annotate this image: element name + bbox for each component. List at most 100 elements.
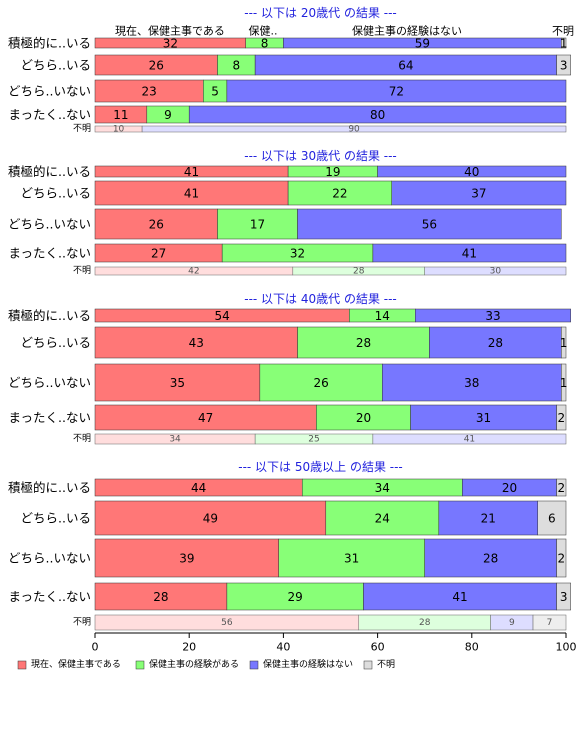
- bar-value-label: 20: [502, 481, 517, 495]
- bar-segment-unknown: [424, 266, 567, 276]
- legend-label: 保健主事の経験はない: [263, 658, 353, 670]
- bar-segment: [94, 538, 279, 578]
- bar-segment-unknown: [372, 433, 567, 445]
- bar-value-label: 31: [344, 552, 359, 566]
- bar-segment: [429, 326, 562, 359]
- row-label: 積極的に..いる: [8, 164, 91, 179]
- row-label: どちら..いない: [8, 375, 91, 390]
- bar-row: どちら..いる 26 8 64 3: [21, 54, 571, 76]
- bar-value-label: 56: [422, 218, 437, 232]
- bar-row: 積極的に..いる 32 8 59 1: [8, 36, 567, 51]
- legend-entry: 保健主事の経験がある: [135, 658, 239, 670]
- bar-segment: [556, 538, 567, 578]
- legend-label: 保健主事の経験がある: [149, 658, 239, 670]
- bar-value-label: 8: [232, 59, 240, 73]
- bar-value-label: 26: [149, 218, 164, 232]
- bar-value-label: 28: [356, 336, 371, 350]
- row-label: まったく..ない: [9, 246, 91, 261]
- bar-value-label: 72: [389, 85, 404, 99]
- bar-segment: [259, 363, 383, 402]
- bar-value-label: 28: [153, 590, 168, 604]
- bar-value-label: 29: [288, 590, 303, 604]
- bar-segment: [297, 208, 562, 240]
- bar-segment: [94, 582, 228, 611]
- bar-value-label: 17: [250, 218, 265, 232]
- bar-value-label: 19: [325, 165, 340, 179]
- bar-row: 積極的に..いる 44 34 20 2: [8, 478, 567, 497]
- bar-segment: [556, 404, 567, 431]
- bar-row: どちら..いる 43 28 28 1: [21, 326, 568, 359]
- legend-swatch: [17, 660, 27, 670]
- row-label-unknown: 不明: [73, 617, 91, 628]
- bar-value-label: 49: [203, 512, 218, 526]
- bar-row: まったく..ない 47 20 31 2: [9, 404, 567, 431]
- bar-segment: [372, 243, 567, 263]
- column-header: 不明: [552, 25, 574, 38]
- bar-value-label-unknown: 90: [348, 125, 360, 135]
- bar-segment: [94, 363, 261, 402]
- bar-value-label: 2: [557, 552, 565, 566]
- bar-segment: [297, 326, 430, 359]
- bar-value-label: 1: [560, 336, 568, 350]
- row-label: 積極的に..いる: [8, 36, 91, 51]
- bar-segment: [94, 326, 298, 359]
- unknown-row: 不明 34 25 41: [73, 433, 567, 445]
- bar-segment: [410, 404, 557, 431]
- bar-value-label: 41: [452, 590, 467, 604]
- bar-value-label: 11: [113, 108, 128, 122]
- bar-segment: [278, 538, 425, 578]
- bar-segment: [438, 500, 538, 536]
- row-label: どちら..いない: [8, 84, 91, 99]
- bar-segment: [94, 180, 289, 206]
- bar-value-label: 37: [471, 187, 486, 201]
- bar-value-label: 28: [488, 336, 503, 350]
- legend-swatch: [249, 660, 259, 670]
- bar-value-label: 59: [415, 37, 430, 51]
- bar-value-label: 2: [557, 481, 565, 495]
- bar-segment: [94, 500, 327, 536]
- bar-value-label: 33: [485, 309, 500, 323]
- bar-value-label: 21: [481, 512, 496, 526]
- bar-segment: [556, 54, 571, 76]
- bar-value-label-unknown: 28: [419, 618, 431, 628]
- bar-row: どちら..いる 41 22 37: [21, 180, 567, 206]
- panel-3: --- 以下は 40歳代 の結果 --- 積極的に..いる 54 14 33 どちら..い…: [8, 292, 571, 445]
- column-header: 現在、保健主事である: [115, 24, 225, 38]
- bar-value-label-unknown: 30: [490, 267, 502, 277]
- bar-segment-unknown: [141, 125, 567, 133]
- row-label-unknown: 不明: [73, 265, 91, 276]
- bar-value-label: 44: [191, 481, 206, 495]
- panel-2: --- 以下は 30歳代 の結果 ---積極的に..いる 41 19 40どちら..い…: [8, 149, 567, 277]
- bar-segment: [188, 105, 567, 124]
- bar-segment: [316, 404, 411, 431]
- panel-title: --- 以下は 50歳以上 の結果 ---: [238, 460, 403, 474]
- bar-value-label: 41: [462, 247, 477, 261]
- unknown-row: 不明 42 28 30: [73, 265, 567, 277]
- legend-label: 不明: [377, 659, 395, 670]
- bar-value-label: 1: [560, 37, 568, 51]
- bar-segment: [226, 582, 364, 611]
- legend-swatch: [363, 660, 373, 670]
- row-label: どちら..いる: [21, 335, 91, 350]
- bar-value-label: 14: [375, 309, 390, 323]
- bar-value-label: 22: [332, 187, 347, 201]
- bar-value-label: 80: [370, 108, 385, 122]
- bar-value-label: 8: [261, 37, 269, 51]
- bar-segment: [561, 326, 567, 359]
- bar-value-label-unknown: 7: [547, 618, 553, 628]
- bar-value-label: 47: [198, 411, 213, 425]
- row-label: どちら..いる: [21, 511, 91, 526]
- unknown-row: 不明 10 90: [73, 123, 567, 135]
- bar-value-label: 9: [164, 108, 172, 122]
- panel-title: --- 以下は 40歳代 の結果 ---: [244, 292, 397, 306]
- row-label: どちら..いない: [8, 217, 91, 232]
- row-label: まったく..ない: [9, 107, 91, 122]
- legend-label: 現在、保健主事である: [31, 658, 121, 670]
- row-label: どちら..いる: [21, 186, 91, 201]
- bar-segment: [377, 165, 567, 178]
- bar-segment: [556, 582, 571, 611]
- bar-row: 積極的に..いる 41 19 40: [8, 164, 567, 179]
- row-label: 積極的に..いる: [8, 480, 91, 495]
- bar-segment: [226, 79, 567, 103]
- panel-title: --- 以下は 20歳代 の結果 ---: [244, 6, 397, 20]
